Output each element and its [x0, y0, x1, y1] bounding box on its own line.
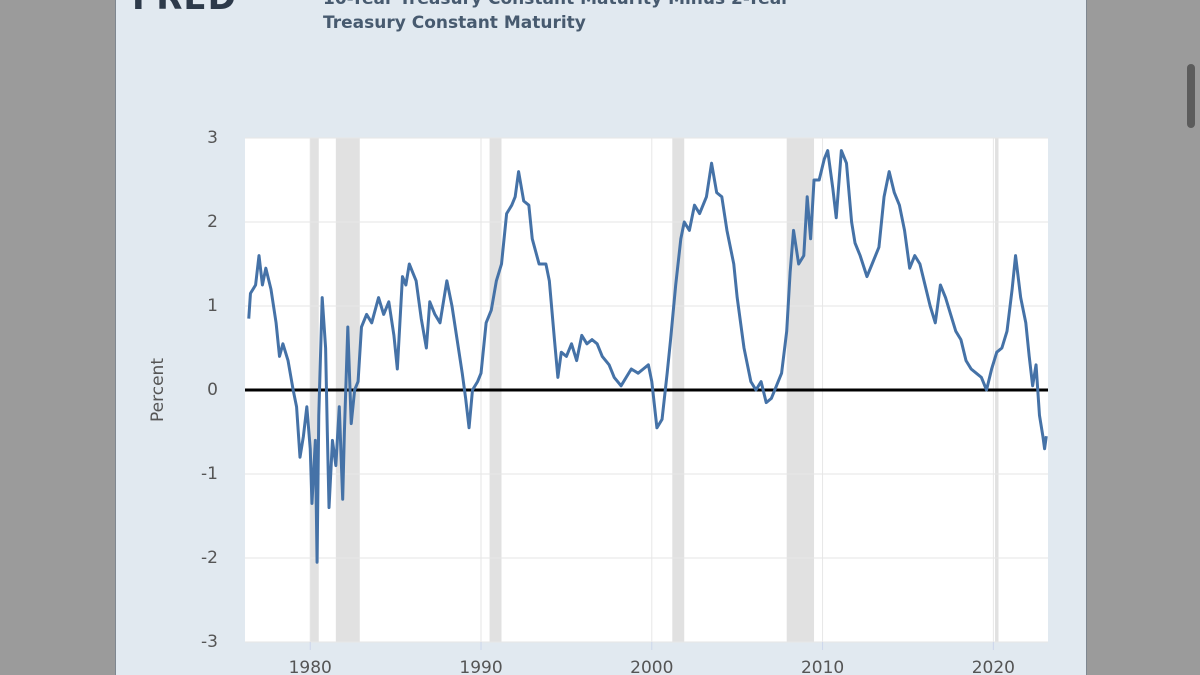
y-tick-label: 1: [207, 296, 218, 316]
x-tick-label: 1980: [289, 658, 332, 675]
y-tick-label: 2: [207, 212, 218, 232]
scrollbar-thumb[interactable]: [1187, 64, 1195, 128]
y-tick-label: 0: [207, 380, 218, 400]
logo: FRED: [132, 0, 237, 18]
y-tick-label: -1: [201, 464, 218, 484]
y-tick-label: -3: [201, 632, 218, 652]
x-tick-label: 1990: [459, 658, 502, 675]
y-tick-label: -2: [201, 548, 218, 568]
x-tick-label: 2000: [630, 658, 673, 675]
chart-title: 10-Year Treasury Constant Maturity Minus…: [323, 0, 790, 33]
data-line: [247, 149, 1048, 564]
y-axis-label: Percent: [148, 358, 168, 422]
x-tick-label: 2010: [801, 658, 844, 675]
y-tick-label: 3: [207, 128, 218, 148]
x-tick-label: 2020: [972, 658, 1015, 675]
